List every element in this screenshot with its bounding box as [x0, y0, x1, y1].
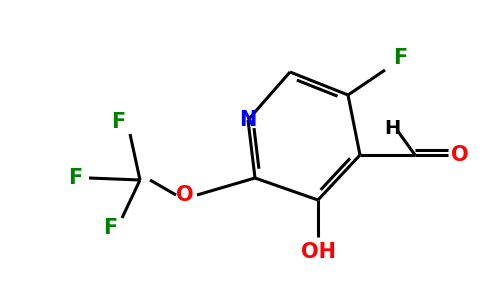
Text: O: O	[176, 185, 194, 205]
Text: O: O	[451, 145, 469, 165]
Text: F: F	[103, 218, 117, 238]
Text: F: F	[111, 112, 125, 132]
Text: F: F	[393, 48, 407, 68]
Text: H: H	[384, 118, 400, 137]
Text: N: N	[239, 110, 257, 130]
Text: OH: OH	[301, 242, 335, 262]
Text: F: F	[68, 168, 82, 188]
